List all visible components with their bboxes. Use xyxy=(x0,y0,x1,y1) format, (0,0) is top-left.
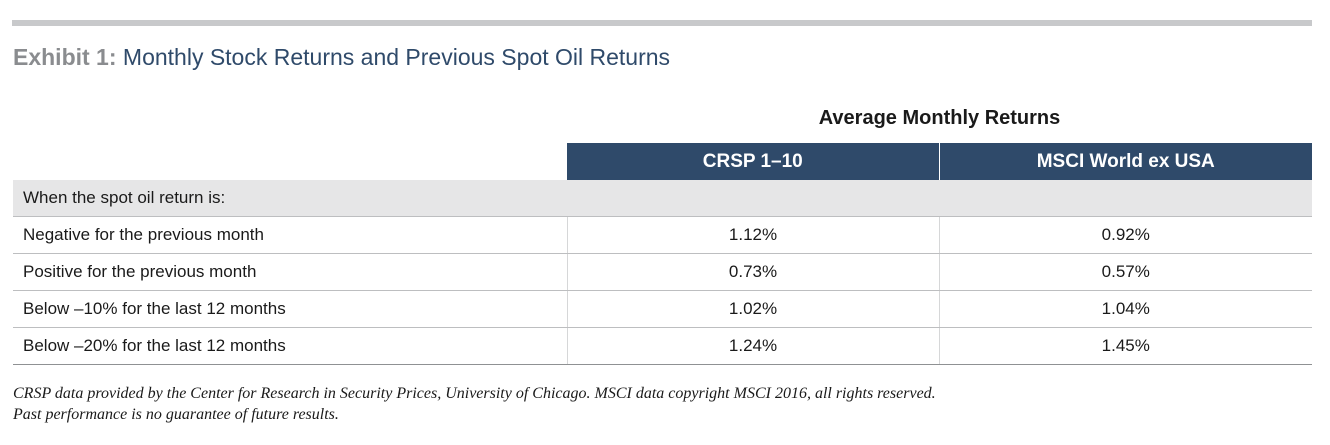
exhibit-label: Exhibit 1: xyxy=(13,44,117,70)
column-header-blank xyxy=(13,143,567,180)
cell-crsp: 0.73% xyxy=(567,253,939,291)
exhibit-heading: Monthly Stock Returns and Previous Spot … xyxy=(122,44,671,70)
cell-crsp: 1.12% xyxy=(567,216,939,254)
cell-msci: 1.04% xyxy=(938,290,1312,328)
section-row: When the spot oil return is: xyxy=(13,180,1312,217)
cell-msci: 0.57% xyxy=(938,253,1312,291)
row-label: Below –20% for the last 12 months xyxy=(13,327,568,365)
footnote-disclaimer: Past performance is no guarantee of futu… xyxy=(13,406,339,423)
top-rule xyxy=(12,20,1312,26)
row-label: Negative for the previous month xyxy=(13,216,568,254)
footnote: CRSP data provided by the Center for Res… xyxy=(13,383,1313,425)
table-row: Negative for the previous month 1.12% 0.… xyxy=(13,216,1312,254)
cell-crsp: 1.24% xyxy=(567,327,939,365)
column-header-msci: MSCI World ex USA xyxy=(938,143,1312,180)
cell-msci: 1.45% xyxy=(938,327,1312,365)
footnote-source: CRSP data provided by the Center for Res… xyxy=(13,385,936,402)
cell-crsp: 1.02% xyxy=(567,290,939,328)
column-header-row: CRSP 1–10 MSCI World ex USA xyxy=(13,143,1312,180)
returns-table: CRSP 1–10 MSCI World ex USA When the spo… xyxy=(13,143,1312,365)
exhibit-title: Exhibit 1: Monthly Stock Returns and Pre… xyxy=(13,42,670,72)
row-label: Positive for the previous month xyxy=(13,253,568,291)
table-group-header: Average Monthly Returns xyxy=(818,107,1061,129)
table-row: Below –10% for the last 12 months 1.02% … xyxy=(13,290,1312,328)
table-row: Positive for the previous month 0.73% 0.… xyxy=(13,253,1312,291)
row-label: Below –10% for the last 12 months xyxy=(13,290,568,328)
column-header-crsp: CRSP 1–10 xyxy=(567,143,939,180)
cell-msci: 0.92% xyxy=(938,216,1312,254)
section-label: When the spot oil return is: xyxy=(13,180,1312,217)
table-row: Below –20% for the last 12 months 1.24% … xyxy=(13,327,1312,365)
